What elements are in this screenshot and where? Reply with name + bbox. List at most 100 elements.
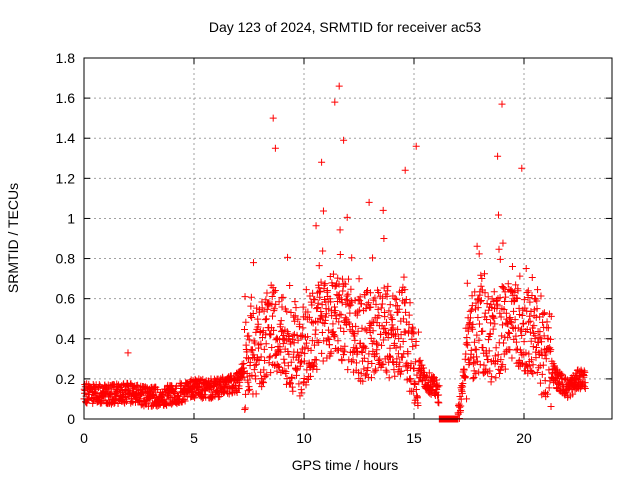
data-point-marker [285, 333, 293, 341]
data-point-marker [533, 297, 541, 305]
data-point-marker [495, 245, 503, 253]
data-point-marker [349, 349, 357, 357]
data-point-marker [581, 384, 589, 392]
data-point-marker [397, 367, 405, 375]
data-point-marker [251, 339, 259, 347]
data-point-marker [383, 287, 391, 295]
data-point-marker [261, 316, 269, 324]
data-point-marker [319, 357, 327, 365]
data-point-marker [342, 280, 350, 288]
data-point-marker [242, 390, 250, 398]
data-point-marker [310, 341, 318, 349]
data-point-marker [241, 326, 249, 334]
data-point-marker [475, 320, 483, 328]
data-point-marker [496, 309, 504, 317]
data-point-marker [497, 313, 505, 321]
data-point-marker [483, 315, 491, 323]
data-point-marker [368, 360, 376, 368]
data-point-marker [361, 372, 369, 380]
data-point-marker [425, 369, 433, 377]
data-point-marker [418, 361, 426, 369]
data-point-marker [381, 313, 389, 321]
data-point-marker [501, 297, 509, 305]
data-point-marker [336, 226, 344, 234]
data-point-marker [298, 389, 306, 397]
data-point-marker [408, 335, 416, 343]
data-point-marker [413, 393, 421, 401]
data-point-marker [537, 335, 545, 343]
data-point-marker [546, 347, 554, 355]
data-point-marker [317, 307, 325, 315]
data-point-marker [304, 345, 312, 353]
data-point-marker [289, 336, 297, 344]
data-point-marker [311, 295, 319, 303]
data-point-marker [491, 320, 499, 328]
data-point-marker [262, 296, 270, 304]
data-point-marker [494, 211, 502, 219]
data-point-marker [366, 289, 374, 297]
data-point-marker [537, 292, 545, 300]
data-point-marker [500, 305, 508, 313]
data-point-marker [392, 295, 400, 303]
data-point-marker [373, 346, 381, 354]
data-point-marker [524, 363, 532, 371]
data-point-marker [365, 198, 373, 206]
data-point-marker [366, 328, 374, 336]
data-point-marker [432, 376, 440, 384]
data-point-marker [276, 323, 284, 331]
data-point-marker [538, 370, 546, 378]
data-point-marker [282, 368, 290, 376]
data-point-marker [300, 374, 308, 382]
data-point-marker [356, 293, 364, 301]
data-point-marker [523, 288, 531, 296]
data-point-marker [309, 362, 317, 370]
data-point-marker [378, 300, 386, 308]
data-point-marker [310, 360, 318, 368]
data-point-marker [545, 366, 553, 374]
data-point-marker [393, 302, 401, 310]
data-point-marker [296, 359, 304, 367]
x-tick-label: 20 [516, 430, 532, 446]
data-point-marker [326, 295, 334, 303]
data-point-marker [372, 367, 380, 375]
data-point-marker [263, 371, 271, 379]
data-point-marker [498, 321, 506, 329]
data-point-marker [466, 314, 474, 322]
data-point-marker [522, 349, 530, 357]
data-point-marker [406, 299, 414, 307]
data-point-marker [373, 339, 381, 347]
data-point-marker [533, 368, 541, 376]
data-point-marker [281, 359, 289, 367]
data-point-marker [241, 406, 249, 414]
data-point-marker [265, 354, 273, 362]
data-point-marker [235, 385, 243, 393]
data-point-marker [360, 342, 368, 350]
y-tick-label: 1 [67, 210, 75, 226]
data-point-marker [464, 324, 472, 332]
data-point-marker [285, 350, 293, 358]
data-point-marker [382, 366, 390, 374]
data-point-marker [490, 314, 498, 322]
data-point-marker [270, 288, 278, 296]
data-point-marker [316, 287, 324, 295]
data-point-marker [319, 247, 327, 255]
data-point-marker [477, 271, 485, 279]
data-point-marker [329, 320, 337, 328]
data-point-marker [394, 325, 402, 333]
data-point-marker [516, 272, 524, 280]
data-point-marker [297, 386, 305, 394]
data-point-marker [538, 338, 546, 346]
data-point-marker [512, 332, 520, 340]
data-point-marker [508, 262, 516, 270]
data-point-marker [358, 324, 366, 332]
data-point-marker [408, 323, 416, 331]
data-point-marker [340, 328, 348, 336]
data-point-marker [507, 286, 515, 294]
data-point-marker [369, 254, 377, 262]
y-tick-label: 0 [67, 411, 75, 427]
data-point-marker [267, 369, 275, 377]
data-point-marker [496, 370, 504, 378]
data-point-marker [526, 328, 534, 336]
data-point-marker [520, 296, 528, 304]
